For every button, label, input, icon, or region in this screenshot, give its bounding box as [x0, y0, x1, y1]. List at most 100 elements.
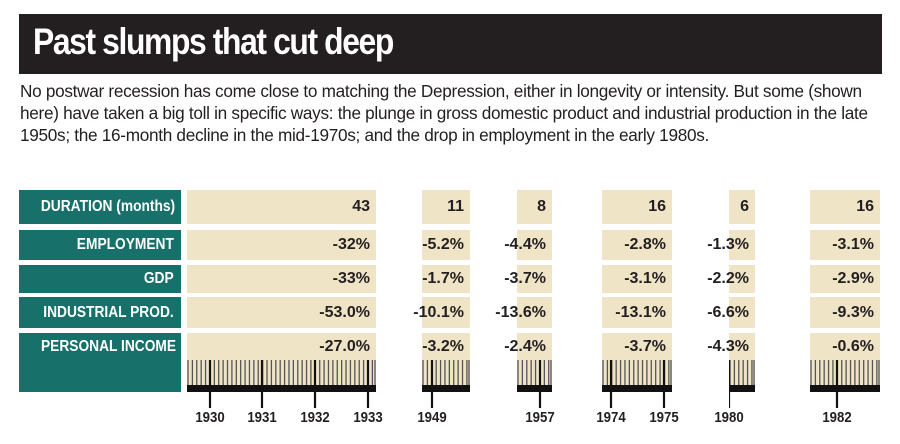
row-label-text: EMPLOYMENT — [76, 236, 174, 253]
value-cell — [810, 333, 880, 360]
value-cell — [602, 297, 672, 328]
timeline-bar — [187, 385, 376, 392]
value-cell — [602, 333, 672, 360]
cell-value: -2.4% — [504, 338, 546, 355]
cell-value: -53.0% — [319, 304, 370, 321]
cell-value: -3.7% — [624, 338, 666, 355]
timeline-background — [729, 360, 755, 386]
value-cell — [602, 190, 672, 224]
cell-value: -33% — [332, 270, 370, 287]
year-label: 1974 — [596, 409, 626, 426]
timeline-axis — [729, 360, 755, 408]
year-label: 1949 — [417, 409, 447, 426]
value-cell — [602, 230, 672, 260]
cell-value: -3.2% — [422, 338, 464, 355]
timeline-axis — [602, 360, 672, 408]
intro-text: No postwar recession has come close to m… — [20, 81, 868, 145]
year-label: 1932 — [300, 409, 330, 426]
year-label: 1975 — [649, 409, 679, 426]
row-label: INDUSTRIAL PROD. — [19, 297, 181, 328]
value-cell — [517, 297, 552, 328]
title-bar: Past slumps that cut deep — [19, 14, 882, 74]
timeline-bar — [602, 385, 672, 392]
year-label: 1982 — [822, 409, 852, 426]
value-cell — [810, 230, 880, 260]
value-cell — [422, 333, 470, 360]
timeline-bar — [517, 385, 552, 392]
value-cell — [187, 297, 376, 328]
value-cell — [422, 297, 470, 328]
cell-value: -13.1% — [615, 304, 666, 321]
cell-value: -27.0% — [319, 338, 370, 355]
cell-value: -6.6% — [707, 304, 749, 321]
value-cell — [729, 297, 755, 328]
value-cell — [810, 190, 880, 224]
timeline-axis — [810, 360, 880, 408]
value-cell — [422, 190, 470, 224]
value-cell — [729, 230, 755, 260]
value-cell — [422, 265, 470, 293]
cell-value: 6 — [740, 198, 749, 215]
timeline-axis — [517, 360, 552, 408]
value-cell — [602, 265, 672, 293]
cell-value: -1.7% — [422, 270, 464, 287]
year-label: 1980 — [714, 409, 744, 426]
year-label: 1931 — [247, 409, 277, 426]
chart-title: Past slumps that cut deep — [33, 21, 394, 62]
value-cell — [729, 265, 755, 293]
row-label: GDP — [19, 265, 181, 293]
year-label: 1930 — [195, 409, 225, 426]
cell-value: -32% — [332, 236, 370, 253]
value-cell — [422, 230, 470, 260]
cell-value: -0.6% — [832, 338, 874, 355]
cell-value: -13.6% — [495, 304, 546, 321]
cell-value: -2.2% — [707, 270, 749, 287]
value-cell — [187, 333, 376, 360]
value-cell — [729, 333, 755, 360]
row-label: EMPLOYMENT — [19, 230, 181, 260]
row-label-text: PERSONAL INCOME — [40, 338, 177, 355]
timeline-background — [602, 360, 672, 386]
cell-value: -1.3% — [707, 236, 749, 253]
cell-value: 8 — [537, 198, 546, 215]
value-cell — [187, 190, 376, 224]
cell-value: -10.1% — [413, 304, 464, 321]
timeline-background — [187, 360, 376, 386]
row-label-text: DURATION (months) — [40, 198, 176, 215]
timeline-axis — [187, 360, 376, 408]
year-label: 1933 — [353, 409, 383, 426]
row-label: PERSONAL INCOME — [19, 333, 181, 392]
timeline-bar — [729, 385, 755, 392]
cell-value: 16 — [648, 198, 666, 215]
row-label-text: INDUSTRIAL PROD. — [43, 304, 174, 321]
timeline-bar — [810, 385, 880, 392]
cell-value: 43 — [352, 198, 370, 215]
cell-value: -9.3% — [832, 304, 874, 321]
cell-value: -2.9% — [832, 270, 874, 287]
timeline-bar — [422, 385, 470, 392]
value-cell — [517, 190, 552, 224]
row-label-text: GDP — [144, 270, 174, 287]
value-cell — [517, 265, 552, 293]
cell-value: -3.1% — [832, 236, 874, 253]
value-cell — [187, 265, 376, 293]
timeline-background — [810, 360, 880, 386]
value-cell — [810, 265, 880, 293]
cell-value: -3.1% — [624, 270, 666, 287]
cell-value: -2.8% — [624, 236, 666, 253]
cell-value: -4.3% — [707, 338, 749, 355]
cell-value: -4.4% — [504, 236, 546, 253]
value-cell — [810, 297, 880, 328]
cell-value: 11 — [447, 198, 464, 215]
timeline-axis — [422, 360, 470, 408]
year-label: 1957 — [525, 409, 555, 426]
value-cell — [729, 190, 755, 224]
cell-value: -3.7% — [504, 270, 546, 287]
value-cell — [187, 230, 376, 260]
cell-value: -5.2% — [422, 236, 464, 253]
value-cell — [517, 333, 552, 360]
row-label: DURATION (months) — [19, 190, 181, 224]
cell-value: 16 — [856, 198, 874, 215]
value-cell — [517, 230, 552, 260]
